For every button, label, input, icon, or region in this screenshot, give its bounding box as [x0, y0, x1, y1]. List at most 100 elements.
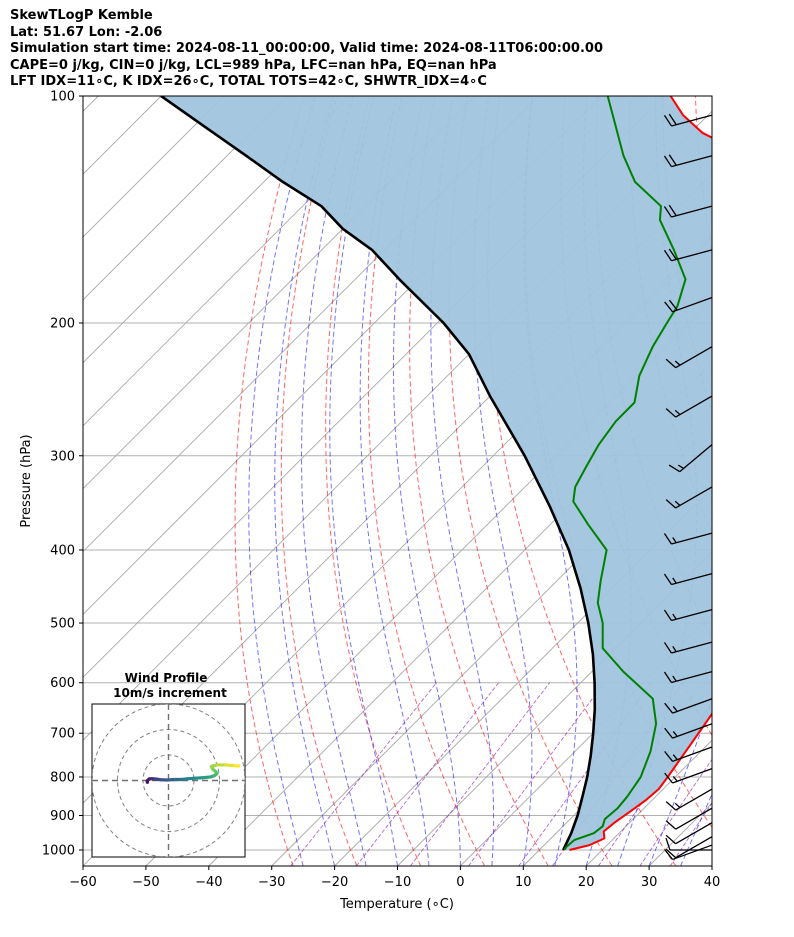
wind-barb: [663, 609, 713, 622]
axes: −60 −50 −40 −30 −20 −10 0 10 20 30 40 1000 900 800 700…: [42, 90, 720, 891]
wind-barb: [663, 641, 713, 654]
parcel-line: [160, 96, 597, 851]
wind-barb: [663, 154, 713, 168]
wind-barb: [663, 671, 713, 684]
barb-staff: [672, 698, 713, 714]
wind-barb: [663, 248, 713, 262]
station-title: SkewTLogP Kemble: [10, 8, 153, 23]
barb-flag: [668, 154, 677, 166]
barb-half-flag: [677, 464, 684, 469]
barb-staff: [671, 205, 713, 218]
barb-flag: [664, 727, 674, 739]
wind-barb: [663, 113, 713, 127]
barb-flag: [663, 642, 672, 654]
barb-flag: [665, 358, 677, 369]
barb-flag: [663, 533, 672, 545]
barb-half-flag: [674, 360, 681, 366]
mixing-ratio-line: [468, 682, 605, 866]
x-tick-label: 20: [578, 875, 595, 890]
moist-adiabat: [393, 96, 461, 866]
barb-flag: [668, 464, 681, 473]
barb-staff: [672, 768, 713, 784]
barb-flag: [665, 408, 677, 418]
dry-adiabat: [367, 96, 485, 866]
wind-barb: [664, 698, 713, 714]
stability-indices-1: CAPE=0 j/kg, CIN=0 j/kg, LCL=989 hPa, LF…: [10, 57, 497, 73]
moist-adiabat: [430, 96, 495, 866]
y-axis-title: Pressure (hPa): [19, 434, 34, 527]
barb-staff: [675, 346, 713, 369]
wind-barb: [665, 822, 713, 845]
isotherm-line: [83, 96, 225, 238]
barb-half-flag: [672, 754, 678, 761]
x-tick-label: 0: [456, 875, 464, 890]
barb-flag: [663, 609, 672, 621]
wind-barb: [664, 746, 713, 762]
barb-staff: [675, 807, 713, 830]
barb-flag: [664, 849, 674, 860]
moist-adiabat: [473, 96, 533, 866]
isotherm-line: [460, 613, 712, 866]
barb-flag: [668, 204, 677, 217]
dry-adiabat: [761, 96, 794, 866]
barb-flag: [668, 299, 678, 311]
wind-barb: [668, 444, 713, 473]
chart-header: SkewTLogP Kemble Lat: 51.67 Lon: -2.06 S…: [10, 8, 603, 91]
barb-staff: [675, 486, 713, 509]
barb-half-flag: [672, 646, 677, 653]
barb-flag: [663, 249, 672, 262]
wind-barb: [665, 788, 713, 811]
dewpoint-line: [563, 96, 687, 851]
barb-staff: [671, 249, 713, 262]
barb-flag: [664, 772, 674, 784]
mixing-ratio-line: [355, 682, 499, 866]
barb-half-flag: [674, 802, 681, 808]
y-tick-label: 800: [50, 770, 75, 785]
barb-flag: [663, 206, 672, 218]
profile-lines: [160, 96, 712, 851]
barb-half-flag: [672, 577, 677, 584]
barb-staff: [672, 746, 713, 762]
dry-adiabat: [728, 96, 794, 866]
x-tick-label: −30: [258, 875, 285, 890]
stability-indices-2: LFT IDX=11∘C, K IDX=26∘C, TOTAL TOTS=42∘…: [10, 74, 487, 89]
mixing-ratio-line: [410, 682, 550, 866]
barb-flag: [663, 115, 672, 127]
dry-adiabat: [280, 96, 358, 866]
barb-staff: [675, 836, 713, 859]
y-tick-label: 1000: [42, 844, 75, 859]
y-tick-label: 100: [50, 90, 75, 105]
barb-flag: [668, 113, 677, 126]
barb-flag: [663, 573, 672, 585]
barb-flag: [664, 751, 674, 762]
moist-adiabat: [329, 96, 398, 866]
barb-half-flag: [672, 537, 677, 544]
moist-adiabat: [248, 96, 316, 866]
isotherm-line: [334, 487, 712, 866]
dry-adiabat: [409, 96, 549, 866]
barb-staff: [671, 609, 713, 622]
barb-flag: [665, 837, 671, 851]
barb-flag: [668, 248, 677, 260]
x-tick-label: −20: [321, 875, 348, 890]
isotherm-line: [775, 96, 794, 866]
wind-barb: [665, 807, 713, 830]
x-tick-label: 10: [515, 875, 532, 890]
hodograph-plot: [92, 704, 245, 857]
barb-flag: [665, 499, 677, 509]
barb-staff: [672, 296, 713, 313]
barb-flag: [665, 820, 677, 830]
barb-staff: [679, 444, 713, 473]
barb-staff: [672, 723, 713, 739]
x-tick-label: −40: [195, 875, 222, 890]
wind-barb: [664, 768, 713, 784]
barb-staff: [671, 573, 713, 586]
barb-flag: [663, 155, 672, 167]
moist-adiabat: [617, 96, 698, 866]
barb-staff: [675, 395, 713, 418]
isotherm-line: [83, 96, 351, 364]
barb-half-flag: [672, 675, 677, 682]
moist-adiabat: [648, 698, 712, 866]
y-tick-label: 600: [50, 676, 75, 691]
wind-barb: [665, 486, 713, 509]
